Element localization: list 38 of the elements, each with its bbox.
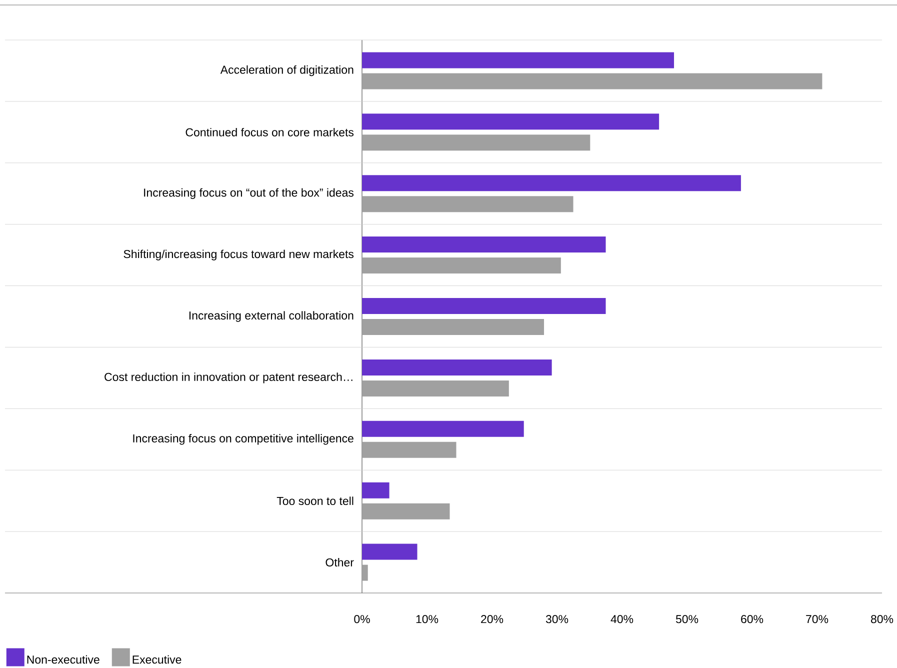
bar bbox=[362, 564, 368, 581]
bar bbox=[362, 52, 674, 68]
y-tick-label: Too soon to tell bbox=[276, 496, 354, 506]
bar bbox=[362, 134, 590, 151]
x-tick-label: 50% bbox=[676, 615, 698, 624]
y-tick-label: Cost reduction in innovation or patent research… bbox=[104, 372, 352, 384]
y-tick-label: Acceleration of digitization bbox=[220, 65, 354, 76]
y-tick-label: Other bbox=[326, 558, 354, 566]
legend-label: Executive bbox=[132, 655, 182, 664]
bar bbox=[362, 318, 544, 335]
y-tick-label: Increasing external collaboration bbox=[189, 311, 354, 322]
y-tick-label: Increasing focus on “out of the box” ideas bbox=[144, 188, 354, 199]
x-tick-label: 70% bbox=[806, 615, 828, 624]
bar bbox=[362, 175, 741, 192]
bar bbox=[362, 73, 822, 90]
y-tick-label: Continued focus on core markets bbox=[186, 128, 354, 136]
legend-label: Non-executive bbox=[27, 655, 100, 664]
bar bbox=[362, 482, 390, 498]
x-tick-label: 10% bbox=[416, 615, 438, 624]
bar bbox=[362, 114, 660, 130]
bar bbox=[362, 298, 606, 314]
bar bbox=[362, 442, 456, 458]
x-tick-label: 30% bbox=[546, 615, 568, 624]
bar bbox=[362, 359, 552, 376]
bar bbox=[362, 258, 561, 274]
bar bbox=[362, 236, 606, 253]
y-tick-label: Increasing focus on competitive intelligence bbox=[133, 434, 354, 445]
x-tick-label: 0% bbox=[354, 615, 370, 624]
bar bbox=[362, 544, 418, 560]
bar bbox=[362, 420, 524, 437]
bar bbox=[362, 380, 509, 396]
y-tick-label: Shifting/increasing focus toward new markets bbox=[124, 250, 354, 260]
x-tick-label: 60% bbox=[741, 615, 764, 624]
x-tick-label: 40% bbox=[610, 615, 634, 624]
x-tick-label: 20% bbox=[481, 615, 504, 624]
bar bbox=[362, 503, 450, 520]
x-tick-label: 80% bbox=[870, 615, 894, 624]
bar bbox=[362, 196, 574, 212]
